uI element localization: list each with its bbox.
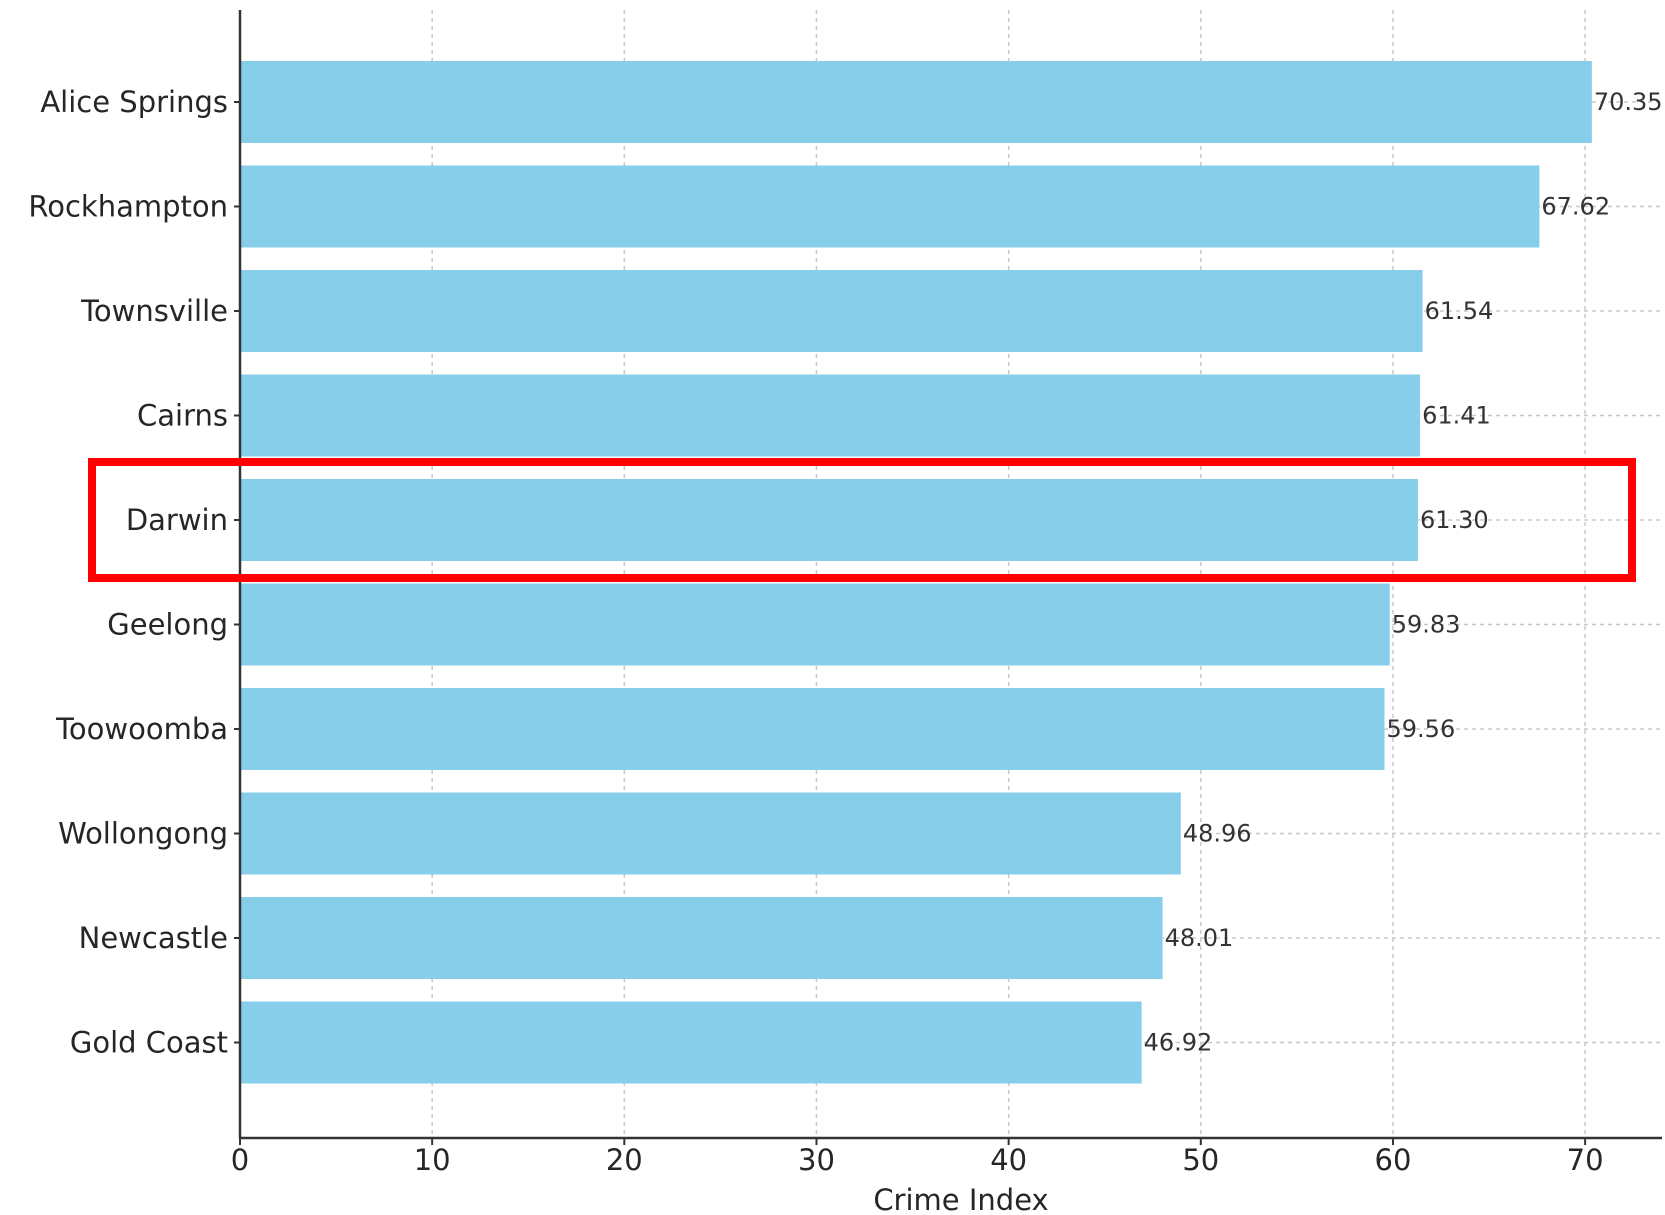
x-tick-label-40: 40: [990, 1143, 1027, 1177]
x-tick-label-30: 30: [798, 1143, 835, 1177]
category-label-alice-springs: Alice Springs: [40, 85, 228, 119]
value-label-geelong: 59.83: [1392, 611, 1461, 639]
value-label-darwin: 61.30: [1420, 506, 1489, 534]
value-label-alice-springs: 70.35: [1594, 88, 1663, 116]
x-tick-label-10: 10: [414, 1143, 451, 1177]
x-tick-label-50: 50: [1182, 1143, 1219, 1177]
category-label-cairns: Cairns: [137, 399, 228, 433]
value-label-townsville: 61.54: [1425, 297, 1494, 325]
value-label-newcastle: 48.01: [1165, 924, 1234, 952]
x-axis-title: Crime Index: [873, 1183, 1048, 1215]
bar-toowoomba: [240, 688, 1385, 770]
highlight-box-darwin: [88, 458, 1636, 582]
x-tick-labels: 0 10 20 30 40 50 60 70: [231, 1143, 1604, 1177]
category-label-gold-coast: Gold Coast: [70, 1026, 228, 1060]
bar-cairns: [240, 374, 1421, 457]
category-label-geelong: Geelong: [107, 608, 228, 642]
highlight: [88, 458, 1636, 582]
value-label-gold-coast: 46.92: [1144, 1029, 1213, 1057]
x-tick-label-70: 70: [1567, 1143, 1604, 1177]
bar-darwin: [240, 479, 1418, 561]
category-labels: Alice Springs Rockhampton Townsville Cairns…: [28, 85, 228, 1060]
value-label-wollongong: 48.96: [1183, 820, 1252, 848]
x-tick-label-20: 20: [606, 1143, 643, 1177]
x-tick-label-0: 0: [231, 1143, 249, 1177]
value-label-toowoomba: 59.56: [1387, 715, 1456, 743]
bar-gold-coast: [240, 1001, 1142, 1084]
category-label-newcastle: Newcastle: [79, 921, 228, 955]
value-labels: 70.35 67.62 61.54 61.41 61.30 59.83 59.56 48.96…: [1144, 88, 1663, 1057]
bar-alice-springs: [240, 61, 1592, 143]
category-label-darwin: Darwin: [126, 503, 228, 537]
category-label-rockhampton: Rockhampton: [28, 190, 228, 224]
category-label-wollongong: Wollongong: [58, 817, 228, 851]
category-label-townsville: Townsville: [80, 294, 228, 328]
value-label-cairns: 61.41: [1422, 402, 1491, 430]
bar-wollongong: [240, 792, 1181, 875]
x-tick-label-60: 60: [1375, 1143, 1412, 1177]
bar-geelong: [240, 583, 1390, 666]
category-label-toowoomba: Toowoomba: [55, 712, 228, 746]
bars: [240, 61, 1592, 1084]
bar-rockhampton: [240, 165, 1540, 248]
value-label-rockhampton: 67.62: [1541, 193, 1610, 221]
bar-townsville: [240, 270, 1423, 352]
bar-newcastle: [240, 897, 1163, 979]
